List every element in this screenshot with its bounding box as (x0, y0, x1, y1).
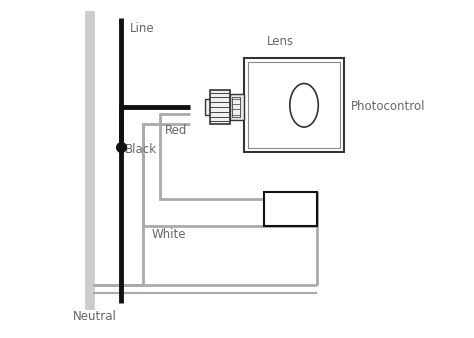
Bar (248, 63, 340, 148)
Text: Photocontrol: Photocontrol (351, 100, 426, 114)
Text: White: White (152, 228, 186, 241)
Text: Red: Red (165, 124, 187, 137)
Bar (210, 90, 230, 124)
Text: Line: Line (130, 22, 155, 35)
Text: Lamp: Lamp (274, 203, 307, 216)
Text: Black: Black (125, 143, 157, 155)
Bar (230, 94, 244, 120)
Text: Neutral: Neutral (73, 310, 117, 323)
Bar (205, 99, 210, 115)
Bar (264, 192, 318, 226)
Bar (232, 97, 240, 117)
Bar (244, 58, 344, 152)
Text: Lens: Lens (267, 35, 294, 48)
